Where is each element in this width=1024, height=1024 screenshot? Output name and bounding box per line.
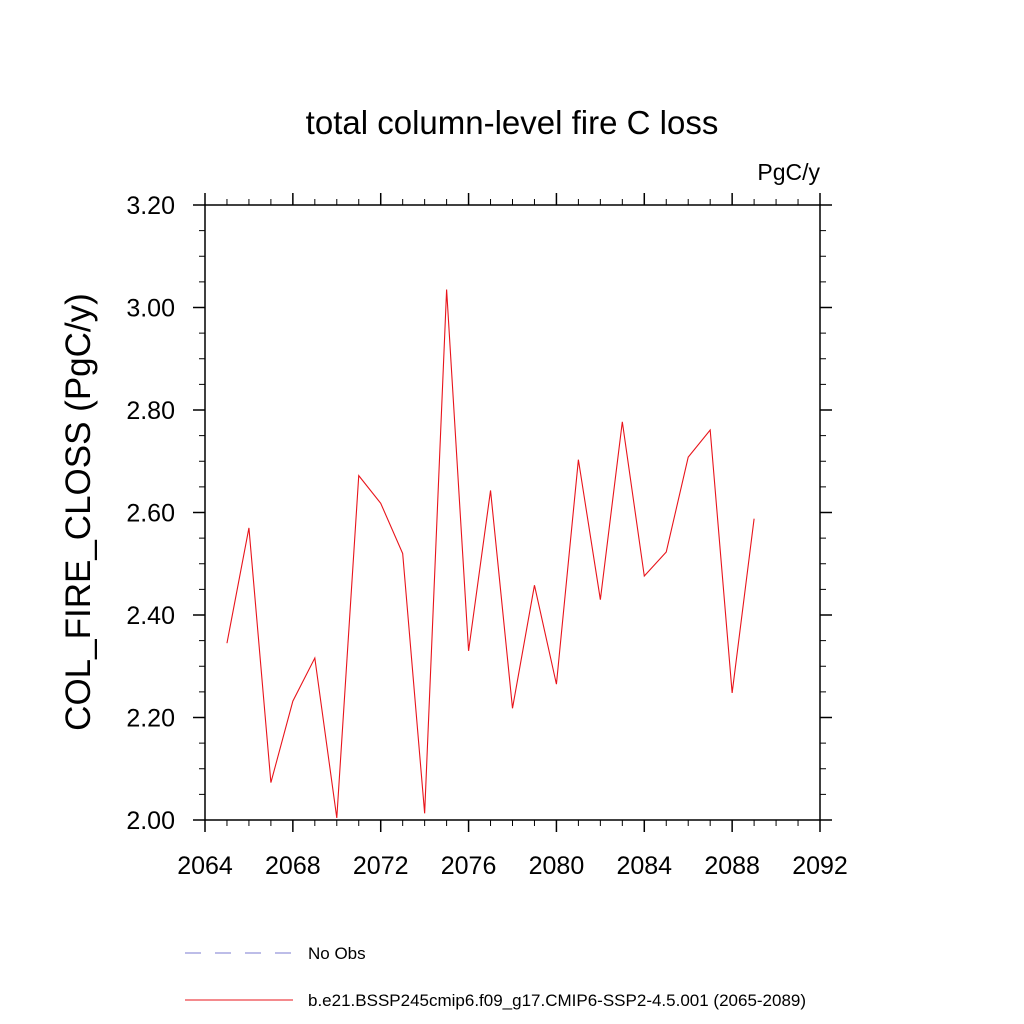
y-axis-label: COL_FIRE_CLOSS (PgC/y) <box>59 293 98 731</box>
legend: No Obs b.e21.BSSP245cmip6.f09_g17.CMIP6-… <box>185 944 806 1010</box>
legend-label-series: b.e21.BSSP245cmip6.f09_g17.CMIP6-SSP2-4.… <box>308 991 806 1010</box>
ticks-layer: 2.00 2.20 2.40 2.60 2.80 3.00 3.20 2064 2068 2072… <box>126 192 847 880</box>
y-tick-label: 3.00 <box>126 295 175 323</box>
y-tick-label: 2.80 <box>126 397 175 425</box>
y-tick-label: 2.20 <box>126 705 175 733</box>
x-tick-label: 2076 <box>441 852 497 880</box>
y-tick-label: 2.40 <box>126 602 175 630</box>
x-tick-label: 2092 <box>792 852 848 880</box>
chart-title: total column-level fire C loss <box>306 104 719 141</box>
x-tick-label: 2064 <box>177 852 233 880</box>
x-tick-label: 2072 <box>353 852 409 880</box>
x-tick-label: 2084 <box>616 852 672 880</box>
x-tick-label: 2068 <box>265 852 321 880</box>
x-tick-label: 2088 <box>704 852 760 880</box>
y-tick-label: 3.20 <box>126 192 175 220</box>
y-tick-label: 2.60 <box>126 500 175 528</box>
series-line <box>226 289 755 819</box>
units-label: PgC/y <box>757 159 820 185</box>
plot-frame <box>204 204 821 821</box>
series-layer <box>226 289 755 819</box>
y-tick-label: 2.00 <box>126 807 175 835</box>
legend-label-no-obs: No Obs <box>308 944 366 963</box>
x-tick-label: 2080 <box>529 852 585 880</box>
